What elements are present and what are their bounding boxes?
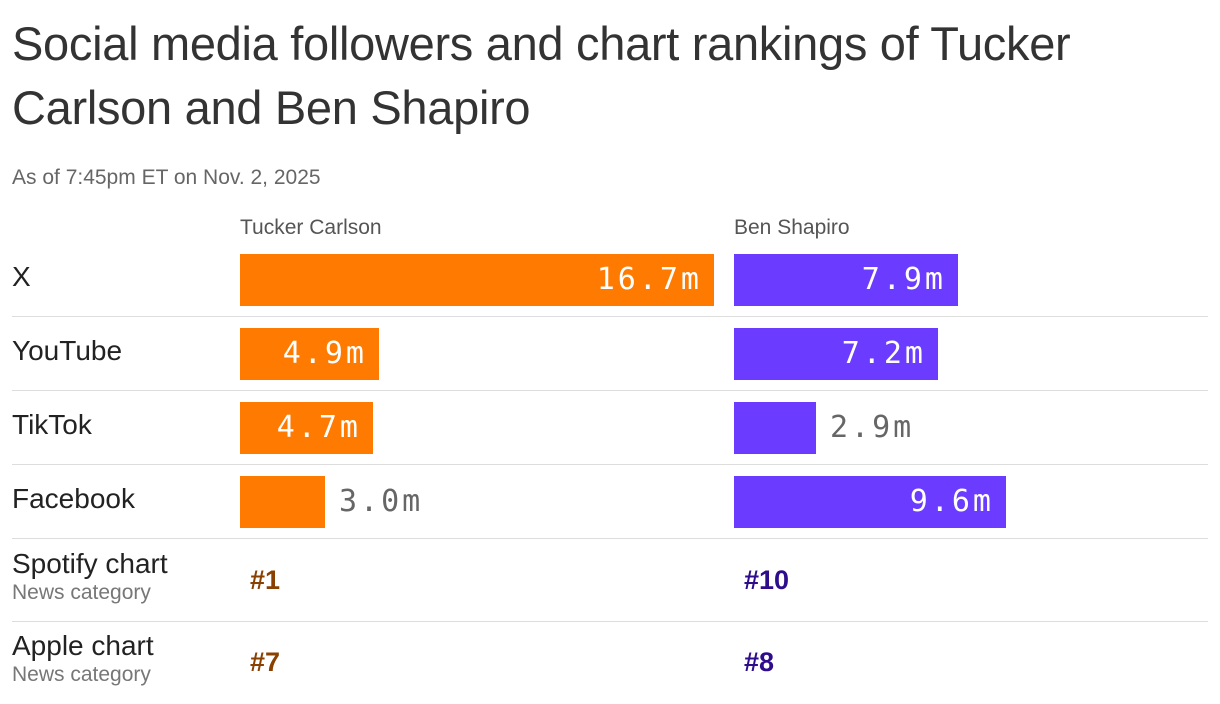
row-label-tiktok: TikTok: [12, 409, 92, 440]
row-separator: [12, 390, 1208, 391]
rank-shapiro-spotify-chart: #10: [744, 565, 790, 595]
bar-tucker-x: [240, 254, 714, 306]
bar-label-shapiro-facebook: 9.6m: [909, 484, 994, 519]
row-label-apple-chart: Apple chart: [12, 630, 154, 661]
bar-tucker-tiktok: [240, 402, 373, 454]
bar-tucker-facebook: [240, 476, 325, 528]
row-separator: [12, 464, 1208, 465]
bar-shapiro-tiktok: [734, 402, 816, 454]
chart-title: Social media followers and chart ranking…: [12, 17, 1071, 134]
bar-label-tucker-x: 16.7m: [596, 262, 702, 297]
bar-shapiro-facebook: [734, 476, 1006, 528]
chart-subtitle: As of 7:45pm ET on Nov. 2, 2025: [12, 166, 321, 189]
bar-label-shapiro-x: 7.9m: [861, 262, 946, 297]
row-label-x: X: [12, 261, 31, 292]
row-label-spotify-chart: Spotify chart: [12, 548, 168, 579]
bar-label-tucker-youtube: 4.9m: [282, 336, 367, 371]
bar-label-shapiro-tiktok: 2.9m: [830, 410, 915, 445]
row-separator: [12, 621, 1208, 622]
bar-shapiro-x: [734, 254, 958, 306]
row-separator: [12, 316, 1208, 317]
row-label-facebook: Facebook: [12, 483, 135, 514]
row-sublabel-spotify-chart: News category: [12, 581, 151, 604]
rank-shapiro-apple-chart: #8: [744, 647, 775, 677]
column-header-shapiro: Ben Shapiro: [734, 216, 850, 239]
bar-tucker-youtube: [240, 328, 379, 380]
bar-label-shapiro-youtube: 7.2m: [841, 336, 926, 371]
row-label-youtube: YouTube: [12, 335, 123, 366]
bar-shapiro-youtube: [734, 328, 938, 380]
row-separator: [12, 538, 1208, 539]
row-sublabel-apple-chart: News category: [12, 663, 151, 686]
bar-label-tucker-facebook: 3.0m: [339, 484, 424, 519]
rank-tucker-spotify-chart: #1: [250, 565, 281, 595]
bar-label-tucker-tiktok: 4.7m: [276, 410, 361, 445]
rank-tucker-apple-chart: #7: [250, 647, 281, 677]
column-header-tucker: Tucker Carlson: [240, 216, 382, 239]
